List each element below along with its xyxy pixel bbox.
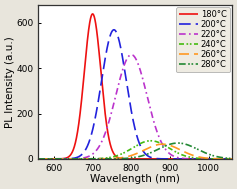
280°C — [118, 158, 121, 160]
Y-axis label: PL Intensity (a.u.): PL Intensity (a.u.) — [5, 36, 15, 128]
280°C — [234, 158, 237, 160]
240°C — [29, 158, 32, 160]
180°C — [65, 157, 68, 159]
Line: 260°C: 260°C — [31, 144, 237, 159]
260°C — [212, 157, 215, 160]
200°C — [109, 33, 112, 35]
180°C — [109, 146, 112, 148]
200°C — [53, 158, 56, 160]
220°C — [234, 158, 237, 160]
240°C — [212, 158, 215, 160]
X-axis label: Wavelength (nm): Wavelength (nm) — [90, 174, 180, 184]
180°C — [212, 158, 215, 160]
Line: 280°C: 280°C — [31, 143, 237, 159]
220°C — [65, 158, 68, 160]
220°C — [29, 158, 32, 160]
240°C — [109, 156, 112, 158]
260°C — [29, 158, 32, 160]
180°C — [29, 158, 32, 160]
220°C — [109, 114, 112, 116]
200°C — [113, 29, 115, 31]
200°C — [118, 43, 121, 46]
240°C — [65, 158, 68, 160]
280°C — [176, 142, 179, 144]
200°C — [234, 158, 237, 160]
240°C — [149, 140, 152, 142]
260°C — [161, 143, 164, 145]
220°C — [130, 53, 133, 56]
260°C — [65, 158, 68, 160]
Line: 220°C: 220°C — [31, 55, 237, 159]
180°C — [91, 13, 94, 15]
280°C — [109, 158, 112, 160]
180°C — [118, 157, 121, 160]
220°C — [53, 158, 56, 160]
260°C — [109, 157, 112, 160]
180°C — [53, 158, 56, 160]
260°C — [53, 158, 56, 160]
260°C — [234, 158, 237, 160]
200°C — [65, 158, 68, 160]
280°C — [29, 158, 32, 160]
260°C — [118, 157, 121, 159]
240°C — [234, 158, 237, 160]
220°C — [212, 158, 215, 160]
280°C — [212, 155, 215, 157]
Legend: 180°C, 200°C, 220°C, 240°C, 260°C, 280°C: 180°C, 200°C, 220°C, 240°C, 260°C, 280°C — [176, 7, 230, 72]
Line: 200°C: 200°C — [31, 30, 237, 159]
200°C — [29, 158, 32, 160]
240°C — [53, 158, 56, 160]
Line: 240°C: 240°C — [31, 141, 237, 159]
240°C — [118, 153, 121, 156]
200°C — [212, 158, 215, 160]
220°C — [118, 78, 121, 80]
280°C — [53, 158, 56, 160]
180°C — [234, 158, 237, 160]
280°C — [65, 158, 68, 160]
Line: 180°C: 180°C — [31, 14, 237, 159]
